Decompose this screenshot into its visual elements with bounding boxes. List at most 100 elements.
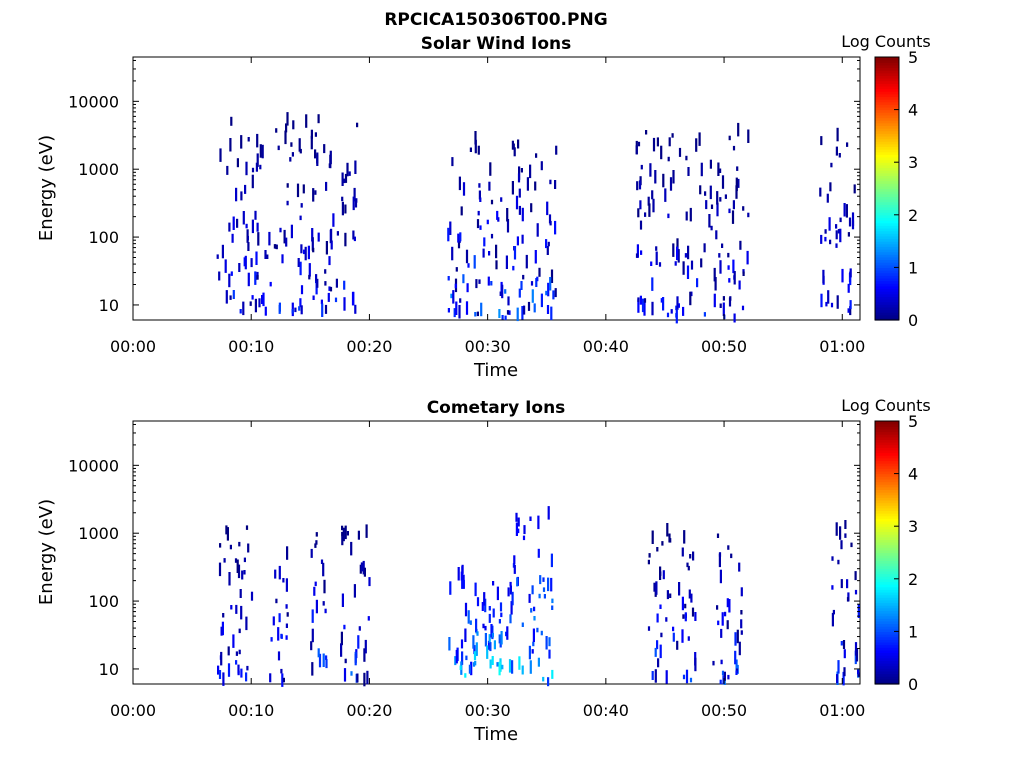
heatmap-cell [717,162,720,176]
heatmap-cell [849,268,852,278]
colorbar-segment [875,470,899,475]
y-axis: 10 100 1000 10000 [68,59,860,315]
heatmap-cell [674,261,677,266]
heatmap-cell [545,636,548,650]
heatmap-cell [727,674,730,680]
heatmap-cell [517,517,520,527]
colorbar-segment [875,183,899,187]
heatmap-cell [329,150,332,165]
heatmap-cell [676,296,679,310]
heatmap-cell [820,136,823,146]
heatmap-cell [652,198,655,213]
heatmap-cell [511,591,514,606]
heatmap-cell [336,231,339,236]
heatmap-cell [543,594,546,599]
colorbar-segment [875,296,899,300]
colorbar-segment [875,167,899,171]
heatmap-cell [289,157,292,162]
heatmap-cell [720,659,723,665]
heatmap-cell [218,562,222,577]
heatmap-cell [277,145,280,151]
colorbar-segment [875,439,899,443]
colorbar-tick-label: 1 [908,622,918,641]
heatmap-marks [216,112,856,324]
colorbar-segment [875,660,899,664]
heatmap-cell [536,223,539,237]
heatmap-cell [488,181,491,191]
heatmap-cell [235,660,238,665]
heatmap-cell [853,184,856,194]
heatmap-cell [536,627,539,633]
heatmap-cell [216,254,219,259]
heatmap-cell [549,179,552,185]
colorbar-segment [875,639,899,643]
heatmap-cell [464,602,468,617]
colorbar-segment [875,162,899,166]
heatmap-cell [533,606,536,612]
colorbar-segment [875,618,899,622]
heatmap-cell [509,614,512,624]
heatmap-cell [222,672,225,686]
heatmap-cell [684,612,687,622]
heatmap-cell [658,262,662,267]
heatmap-cell [521,207,524,222]
heatmap-cell [292,120,295,130]
heatmap-cell [533,303,536,313]
colorbar-segment [875,114,899,119]
heatmap-cell [298,306,301,311]
heatmap-cell [703,243,706,253]
heatmap-cell [839,526,842,540]
heatmap-cell [492,608,495,618]
heatmap-cell [479,225,482,230]
colorbar-segment [875,64,899,69]
heatmap-cell [249,301,252,306]
heatmap-cell [479,197,482,202]
heatmap-cell [639,200,642,210]
heatmap-cell [247,272,250,287]
heatmap-cell [447,308,450,313]
heatmap-cell [251,167,255,173]
heatmap-cell [698,132,701,146]
colorbar-segment [875,283,899,287]
heatmap-cell [310,135,313,150]
colorbar-segment [875,214,899,219]
colorbar-segment [875,557,899,561]
heatmap-cell [649,163,652,177]
heatmap-cell [709,185,712,200]
colorbar-segment [875,154,899,158]
heatmap-cell [219,543,222,548]
heatmap-cell [855,648,859,662]
figure-title: RPCICA150306T00.PNG [384,10,607,30]
heatmap-cell [310,641,313,651]
colorbar-segment [875,246,899,250]
heatmap-cell [228,222,231,232]
heatmap-cell [484,633,487,647]
panel-cometary: Cometary Ions 00:00 00:10 00:20 00:30 00:40 0… [36,396,931,745]
heatmap-cell [462,182,466,196]
heatmap-cell [513,147,516,157]
heatmap-cell [647,196,650,206]
heatmap-cell [530,281,534,286]
heatmap-cell [719,260,722,274]
colorbar-segment [875,576,899,580]
colorbar-segment [875,531,899,535]
heatmap-cell [513,246,517,260]
heatmap-cell [342,527,345,542]
heatmap-cell [474,312,477,317]
heatmap-cell [341,201,344,216]
heatmap-cell [830,302,834,308]
heatmap-cell [280,633,283,639]
colorbar-segment [875,91,899,95]
colorbar-segment [875,143,899,148]
colorbar-segment [875,465,899,469]
heatmap-cell [232,634,235,648]
colorbar-segment [875,138,899,142]
heatmap-cell [666,312,670,318]
x-tick-label: 01:00 [819,337,865,356]
heatmap-cell [651,277,654,291]
heatmap-cell [464,673,467,678]
heatmap-cell [341,531,344,537]
x-tick-label: 00:50 [701,337,747,356]
heatmap-cell [545,290,548,296]
heatmap-cell [254,271,257,285]
